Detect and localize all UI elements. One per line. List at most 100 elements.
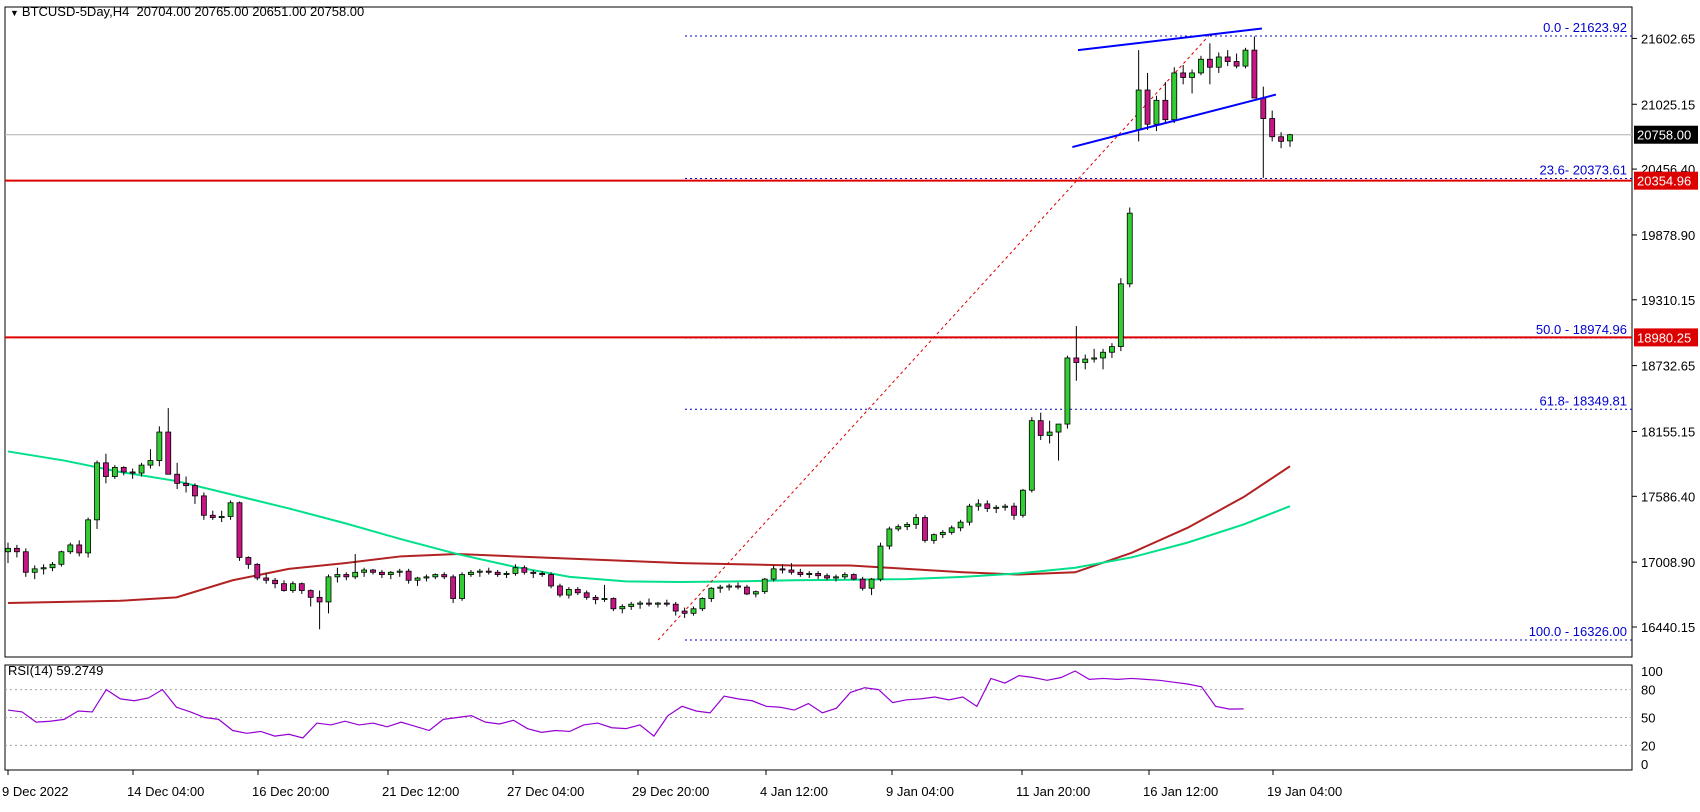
dropdown-triangle-icon[interactable]: ▼ [10,8,19,18]
candle-body [672,603,679,612]
candle-body [361,569,368,573]
candle-body [1002,505,1009,508]
candle-body [58,551,65,565]
chart-symbol: BTCUSD-5Day,H4 [21,4,130,19]
candle-body [512,567,519,574]
candle-body [1233,61,1240,67]
candle-body [681,610,688,614]
price-level-tag [1634,328,1698,347]
fib-level-label: 61.8- 18349.81 [1540,393,1627,408]
candle-body [352,571,359,578]
price-level-label: 20354.96 [1637,174,1691,189]
candle-body [236,502,243,558]
y-axis-label: 18732.65 [1641,359,1695,374]
candle-body [939,531,946,536]
y-axis-label: 18155.15 [1641,424,1695,439]
candle-body [147,460,154,466]
x-axis-label: 29 Dec 20:00 [632,784,709,799]
y-axis-label: 16440.15 [1641,620,1695,635]
candle-body [610,598,617,610]
candle-body [1064,357,1071,425]
price-pane-frame [4,6,1633,658]
candle-body [726,585,733,588]
candle-body [913,517,919,525]
candle-body [761,578,768,593]
candle-body [1117,283,1124,347]
x-axis-label: 27 Dec 04:00 [507,784,584,799]
candle-body [120,466,127,473]
x-axis-label: 14 Dec 04:00 [127,784,204,799]
candle-body [209,514,216,518]
candle-body [1198,58,1204,74]
y-axis-label: 21602.65 [1641,31,1695,46]
candle-body [1037,420,1044,436]
candle-body [886,528,893,547]
candle-body [200,495,207,516]
y-axis-label: 19878.90 [1641,228,1695,243]
candle-body [1251,49,1258,99]
candle-body [530,571,537,574]
ma-slow-line [7,465,1291,605]
candle-body [67,544,74,553]
candle-body [49,563,56,569]
candle-body [1153,99,1160,125]
candle-body [1046,431,1053,436]
rsi-pane-frame [4,664,1633,771]
y-axis-label: 17008.90 [1641,555,1695,570]
candle-body [370,569,376,573]
candle-body [619,606,626,610]
rsi-label: RSI(14) 59.2749 [8,663,104,678]
candle-body [245,557,252,565]
candle-body [485,570,492,573]
x-axis-label: 19 Jan 04:00 [1267,784,1342,799]
candle-body [1073,357,1080,363]
candle-body [156,431,163,461]
candle-body [379,571,385,575]
fib-trend-line [657,35,1209,641]
candle-body [975,503,982,507]
candle-body [824,575,830,579]
candle-body [76,544,83,554]
candle-body [583,592,590,598]
candle-body [192,485,198,497]
rsi-axis-label: 80 [1641,683,1655,698]
candle-body [387,571,394,575]
x-axis-label: 16 Dec 20:00 [252,784,329,799]
candle-body [174,473,181,484]
x-axis-label: 21 Dec 12:00 [382,784,459,799]
candle-body [503,573,510,575]
candle-body [298,583,305,591]
candle-body [5,547,11,553]
candle-body [735,585,741,588]
ma-fast-line [7,450,1291,583]
candle-body [468,571,474,575]
candle-body [85,519,92,554]
candle-body [1100,351,1106,359]
candle-body [316,596,323,603]
candle-body [103,462,109,477]
candle-body [334,574,341,578]
candle-body [22,551,29,573]
candle-body [930,534,937,541]
candle-body [1189,72,1195,78]
candle-body [779,568,786,571]
candle-body [548,574,554,587]
candle-body [227,502,234,517]
candle-body [815,573,822,577]
candle-body [1171,72,1178,121]
candle-body [263,577,270,581]
candle-body [1215,56,1222,68]
price-level-label: 18980.25 [1637,330,1691,345]
x-axis-label: 11 Jan 20:00 [1016,784,1090,799]
candle-body [690,608,697,614]
candle-body [183,482,189,487]
candle-body [521,567,528,573]
candle-body [129,471,136,474]
candle-body [40,567,47,570]
candle-body [922,517,928,541]
candle-body [450,576,457,599]
candle-body [1287,134,1293,142]
candle-body [1242,49,1249,67]
